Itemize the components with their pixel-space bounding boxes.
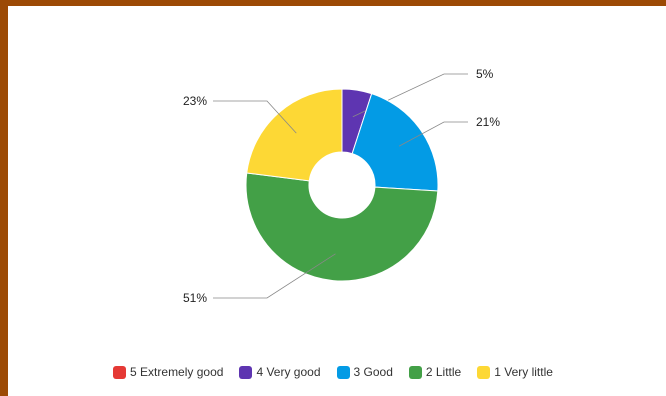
legend-label: 3 Good	[353, 365, 393, 379]
legend-swatch	[239, 365, 253, 379]
legend-swatch	[336, 365, 350, 379]
legend-label: 1 Very little	[494, 365, 553, 379]
legend-swatch	[408, 365, 422, 379]
legend-label: 2 Little	[425, 365, 462, 379]
legend-item-5-extremely-good[interactable]: 5 Extremely good	[113, 365, 223, 379]
leader-line-1-very-little	[213, 100, 297, 134]
slice-1-very-little[interactable]	[246, 88, 343, 182]
legend-label: 4 Very good	[256, 365, 321, 379]
chart-legend: 5 Extremely good 4 Very good 3 Good 2 Littl…	[0, 365, 666, 379]
legend-item-4-very-good[interactable]: 4 Very good	[239, 365, 321, 379]
legend-item-3-good[interactable]: 3 Good	[336, 365, 393, 379]
legend-swatch	[113, 365, 127, 379]
leader-line-2-little	[213, 253, 336, 299]
legend-item-2-little[interactable]: 2 Little	[408, 365, 462, 379]
legend-swatch	[477, 365, 491, 379]
slice-2-little[interactable]	[245, 172, 439, 282]
legend-item-1-very-little[interactable]: 1 Very little	[477, 365, 553, 379]
slice-3-good[interactable]	[351, 93, 439, 192]
legend-label: 5 Extremely good	[130, 365, 224, 379]
leader-line-3-good	[398, 121, 468, 147]
chart-frame	[8, 6, 666, 396]
value-label-4-very-good: 5%	[476, 67, 494, 81]
value-label-1-very-little: 23%	[183, 94, 207, 108]
value-label-3-good: 21%	[476, 115, 500, 129]
value-label-2-little: 51%	[183, 291, 207, 305]
